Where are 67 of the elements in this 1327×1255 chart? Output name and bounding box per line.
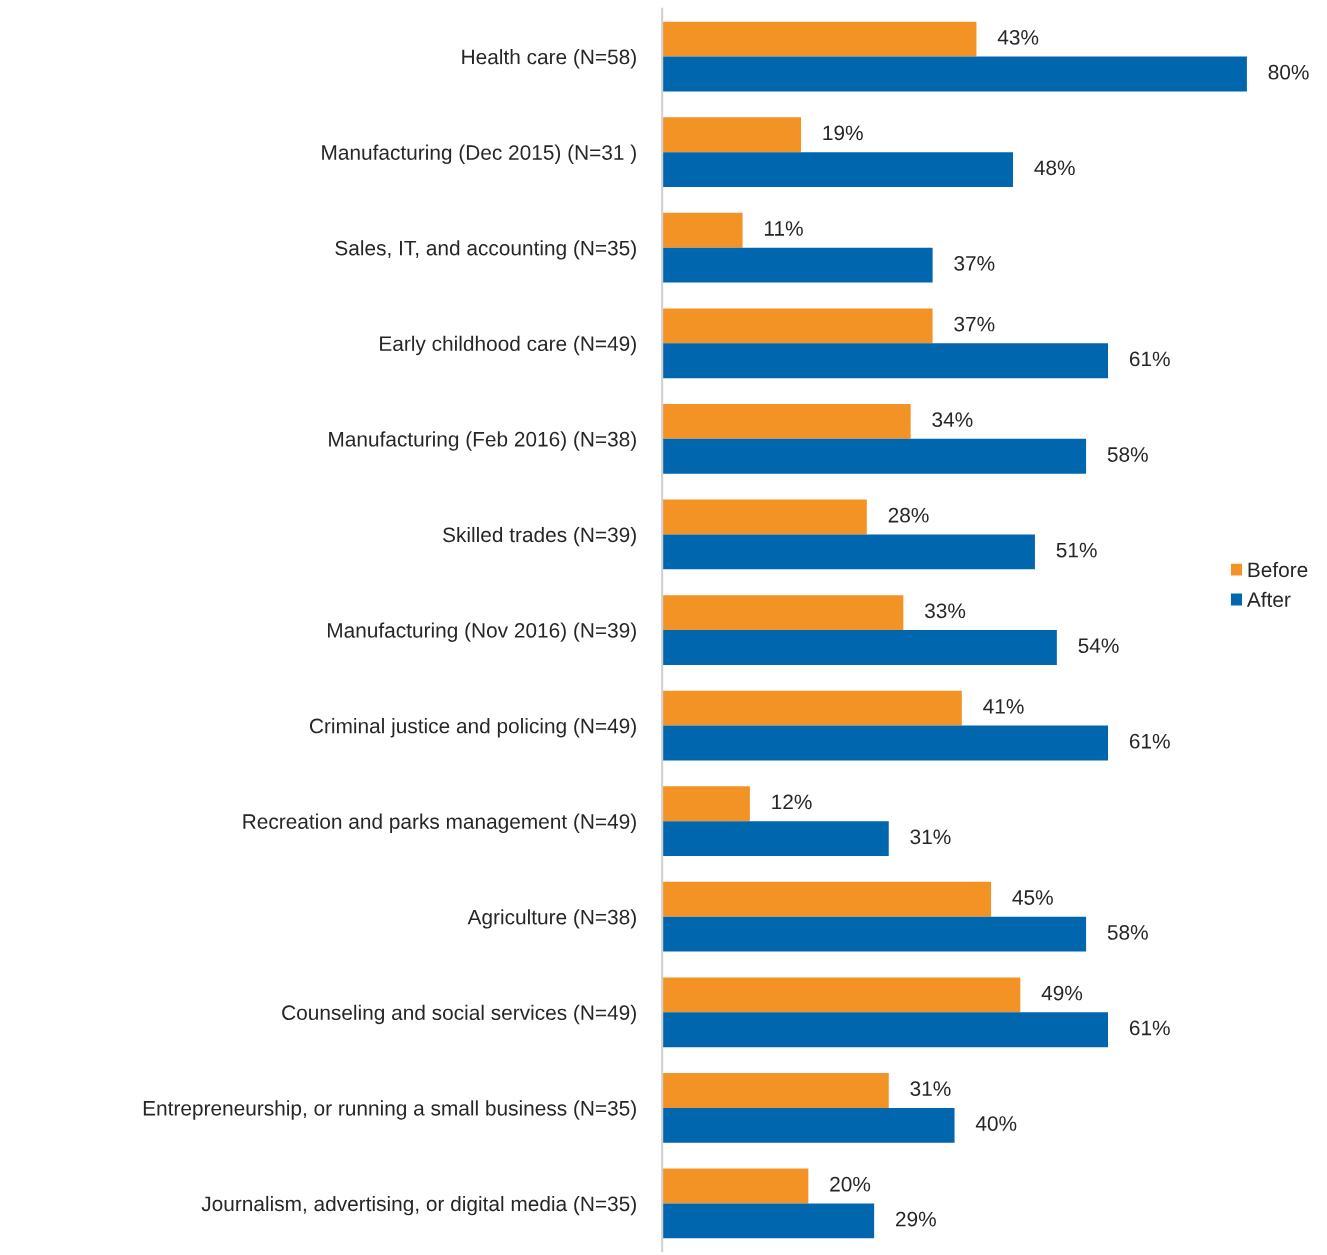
data-label: 20% xyxy=(830,1176,871,1192)
y-tick-label: Criminal justice and policing (N=49) xyxy=(309,718,636,738)
y-tick-label: Early childhood care (N=49) xyxy=(380,335,636,356)
y-tick-label: Skilled trades (N=39) xyxy=(443,526,636,547)
data-label: 58% xyxy=(1107,925,1148,940)
bar xyxy=(662,247,933,283)
data-label: 31% xyxy=(910,829,951,845)
bar xyxy=(662,1107,955,1143)
bar xyxy=(662,725,1109,761)
data-label: 34% xyxy=(932,412,973,428)
bar xyxy=(662,21,977,57)
data-label: 31% xyxy=(910,1081,951,1097)
data-label: 61% xyxy=(1129,733,1170,749)
y-tick-label: Manufacturing (Dec 2015) (N=31 ) xyxy=(322,144,636,165)
data-label: 37% xyxy=(954,256,995,271)
y-tick-label: Entrepreneurship, or running a small business (N=35) xyxy=(143,1100,636,1120)
data-label: 45% xyxy=(1012,890,1053,905)
bar xyxy=(662,212,743,248)
data-label: 33% xyxy=(925,603,966,619)
y-tick-label: Sales, IT, and accounting (N=35) xyxy=(335,240,636,260)
data-label: 58% xyxy=(1107,447,1148,462)
data-label: 61% xyxy=(1129,1020,1170,1036)
y-tick-label: Journalism, advertising, or digital media (N=35) xyxy=(201,1195,636,1216)
bar xyxy=(662,630,1057,665)
y-tick-label: Agriculture (N=38) xyxy=(467,909,636,929)
bar xyxy=(662,499,867,535)
legend-label: After xyxy=(1246,591,1291,608)
y-tick-label: Manufacturing (Feb 2016) (N=38) xyxy=(329,431,636,451)
data-label: 41% xyxy=(983,699,1024,714)
bar xyxy=(662,690,962,726)
data-label: 80% xyxy=(1268,64,1309,80)
bar xyxy=(662,1203,875,1239)
legend-label: Before xyxy=(1248,561,1308,578)
data-label: 11% xyxy=(764,221,803,236)
bar xyxy=(662,117,802,153)
bar xyxy=(662,56,1247,92)
bar xyxy=(662,343,1109,379)
data-label: 43% xyxy=(997,29,1039,45)
data-label: 19% xyxy=(823,125,863,141)
bar xyxy=(662,916,1087,952)
bar xyxy=(662,595,904,631)
data-label: 61% xyxy=(1129,351,1170,367)
bar xyxy=(662,152,1014,188)
data-label: 40% xyxy=(975,1116,1017,1131)
data-label: 54% xyxy=(1078,638,1119,654)
bar xyxy=(662,821,889,857)
data-label: 28% xyxy=(888,507,929,523)
bar xyxy=(662,1012,1109,1048)
bar xyxy=(662,403,911,439)
bar xyxy=(662,881,992,917)
data-label: 49% xyxy=(1041,985,1083,1001)
data-label: 29% xyxy=(896,1211,936,1227)
bar xyxy=(662,786,750,822)
bar xyxy=(662,1168,809,1204)
y-tick-label: Manufacturing (Nov 2016) (N=39) xyxy=(327,622,636,642)
y-tick-label: Recreation and parks management (N=49) xyxy=(243,813,636,834)
data-label: 12% xyxy=(772,794,812,810)
data-label: 48% xyxy=(1034,160,1075,176)
data-label: 37% xyxy=(954,316,995,332)
bar xyxy=(662,534,1035,570)
data-label: 51% xyxy=(1056,542,1097,558)
bar xyxy=(662,438,1087,474)
bar xyxy=(662,977,1021,1013)
y-tick-label: Health care (N=58) xyxy=(462,49,636,69)
y-tick-label: Counseling and social services (N=49) xyxy=(282,1004,636,1025)
bar xyxy=(662,1072,889,1108)
bar xyxy=(662,308,933,344)
